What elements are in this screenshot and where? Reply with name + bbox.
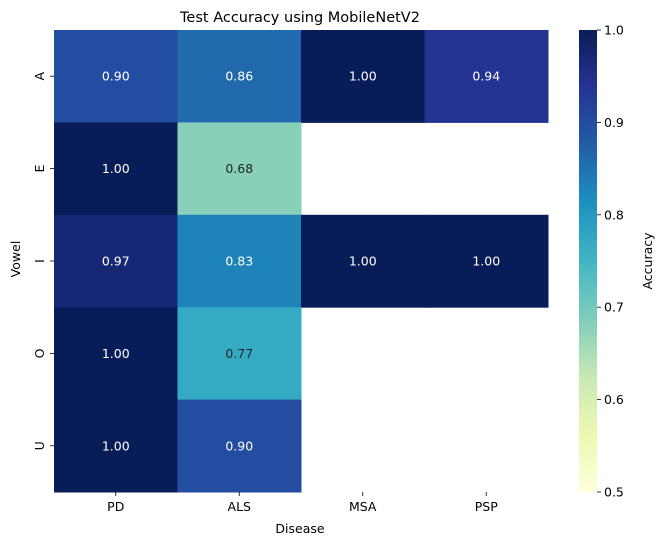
- y-axis-label: Vowel: [8, 241, 23, 278]
- colorbar-axis: 0.5 0.6 0.7 0.8 0.9 1.0: [597, 23, 624, 500]
- x-tick-label: MSA: [349, 499, 377, 514]
- heatmap-cell: [301, 30, 425, 123]
- x-tick-label: PD: [107, 499, 124, 514]
- cell-value-label: 1.00: [102, 346, 130, 361]
- y-tick-label: U: [32, 441, 47, 450]
- colorbar: [579, 30, 597, 492]
- heatmap-cell: [177, 214, 302, 308]
- heatmap-cell: [301, 214, 425, 308]
- heatmap-cell: [54, 30, 178, 123]
- heatmap-cell: [177, 307, 302, 401]
- cell-value-label: 0.97: [102, 254, 130, 269]
- cell-value-label: 1.00: [102, 161, 130, 176]
- heatmap-cell: [54, 307, 178, 401]
- y-tick-label: O: [32, 348, 47, 358]
- heatmap-cell: [54, 399, 178, 493]
- cell-value-label: 1.00: [349, 69, 377, 84]
- heatmap-cell: [424, 214, 549, 308]
- colorbar-label: Accuracy: [640, 232, 655, 290]
- cell-value-label: 0.90: [225, 438, 253, 453]
- y-tick-label: E: [32, 165, 47, 173]
- y-tick-label: A: [32, 71, 47, 80]
- colorbar-tick-label: 0.9: [604, 115, 624, 130]
- y-axis: A E I O U: [32, 71, 54, 450]
- heatmap-cell: [177, 399, 302, 493]
- cell-value-label: 1.00: [102, 438, 130, 453]
- heatmap-cell: [424, 30, 549, 123]
- heatmap-cell: [177, 122, 302, 216]
- x-tick-label: ALS: [228, 499, 252, 514]
- colorbar-tick-label: 1.0: [604, 23, 624, 38]
- colorbar-tick-label: 0.7: [604, 300, 624, 315]
- cell-value-label: 0.77: [225, 346, 253, 361]
- colorbar-tick-label: 0.8: [604, 207, 624, 222]
- cell-value-label: 0.86: [225, 69, 253, 84]
- cell-value-label: 0.90: [102, 69, 130, 84]
- heatmap-cell: [177, 30, 302, 123]
- heatmap-cells: 0.90 0.86 1.00 0.94 1.00 0.68 0.97 0.83 1.00 1.00…: [54, 30, 549, 493]
- y-tick-label: I: [32, 259, 47, 263]
- heatmap-cell: [54, 122, 178, 216]
- cell-value-label: 0.83: [225, 254, 253, 269]
- heatmap-cell: [54, 214, 178, 308]
- x-axis-label: Disease: [275, 521, 324, 536]
- x-axis: PD ALS MSA PSP: [107, 492, 498, 514]
- cell-value-label: 1.00: [472, 254, 500, 269]
- colorbar-tick-label: 0.6: [604, 392, 624, 407]
- colorbar-tick-label: 0.5: [604, 485, 624, 500]
- chart-title: Test Accuracy using MobileNetV2: [179, 10, 420, 26]
- cell-value-label: 0.94: [472, 69, 500, 84]
- cell-value-label: 0.68: [225, 161, 253, 176]
- x-tick-label: PSP: [475, 499, 498, 514]
- cell-value-label: 1.00: [349, 254, 377, 269]
